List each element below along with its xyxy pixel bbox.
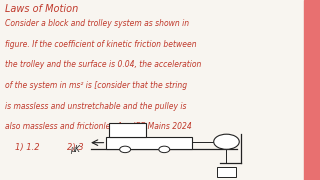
Text: also massless and frictionless].    JEE Mains 2024: also massless and frictionless]. JEE Mai… — [4, 122, 191, 131]
Circle shape — [159, 146, 170, 153]
Text: figure. If the coefficient of kinetic friction between: figure. If the coefficient of kinetic fr… — [4, 40, 196, 49]
Text: Consider a block and trolley system as shown in: Consider a block and trolley system as s… — [4, 19, 189, 28]
Text: Laws of Motion: Laws of Motion — [4, 4, 78, 15]
Bar — [106, 137, 191, 148]
Text: of the system in ms² is [consider that the string: of the system in ms² is [consider that t… — [4, 81, 187, 90]
Text: the trolley and the surface is 0.04, the acceleration: the trolley and the surface is 0.04, the… — [4, 60, 201, 69]
Circle shape — [120, 146, 131, 153]
Circle shape — [214, 134, 239, 149]
Text: μK: μK — [70, 145, 80, 154]
Text: 3) 4: 3) 4 — [116, 143, 132, 152]
Text: 1) 1.2: 1) 1.2 — [15, 143, 40, 152]
Text: 30kg: 30kg — [121, 128, 134, 132]
Bar — [109, 123, 146, 137]
Bar — [217, 167, 236, 177]
Bar — [304, 0, 320, 180]
Text: 4) 2: 4) 2 — [164, 143, 181, 152]
Text: 2) 3: 2) 3 — [67, 143, 84, 152]
Text: is massless and unstretchable and the pulley is: is massless and unstretchable and the pu… — [4, 102, 186, 111]
